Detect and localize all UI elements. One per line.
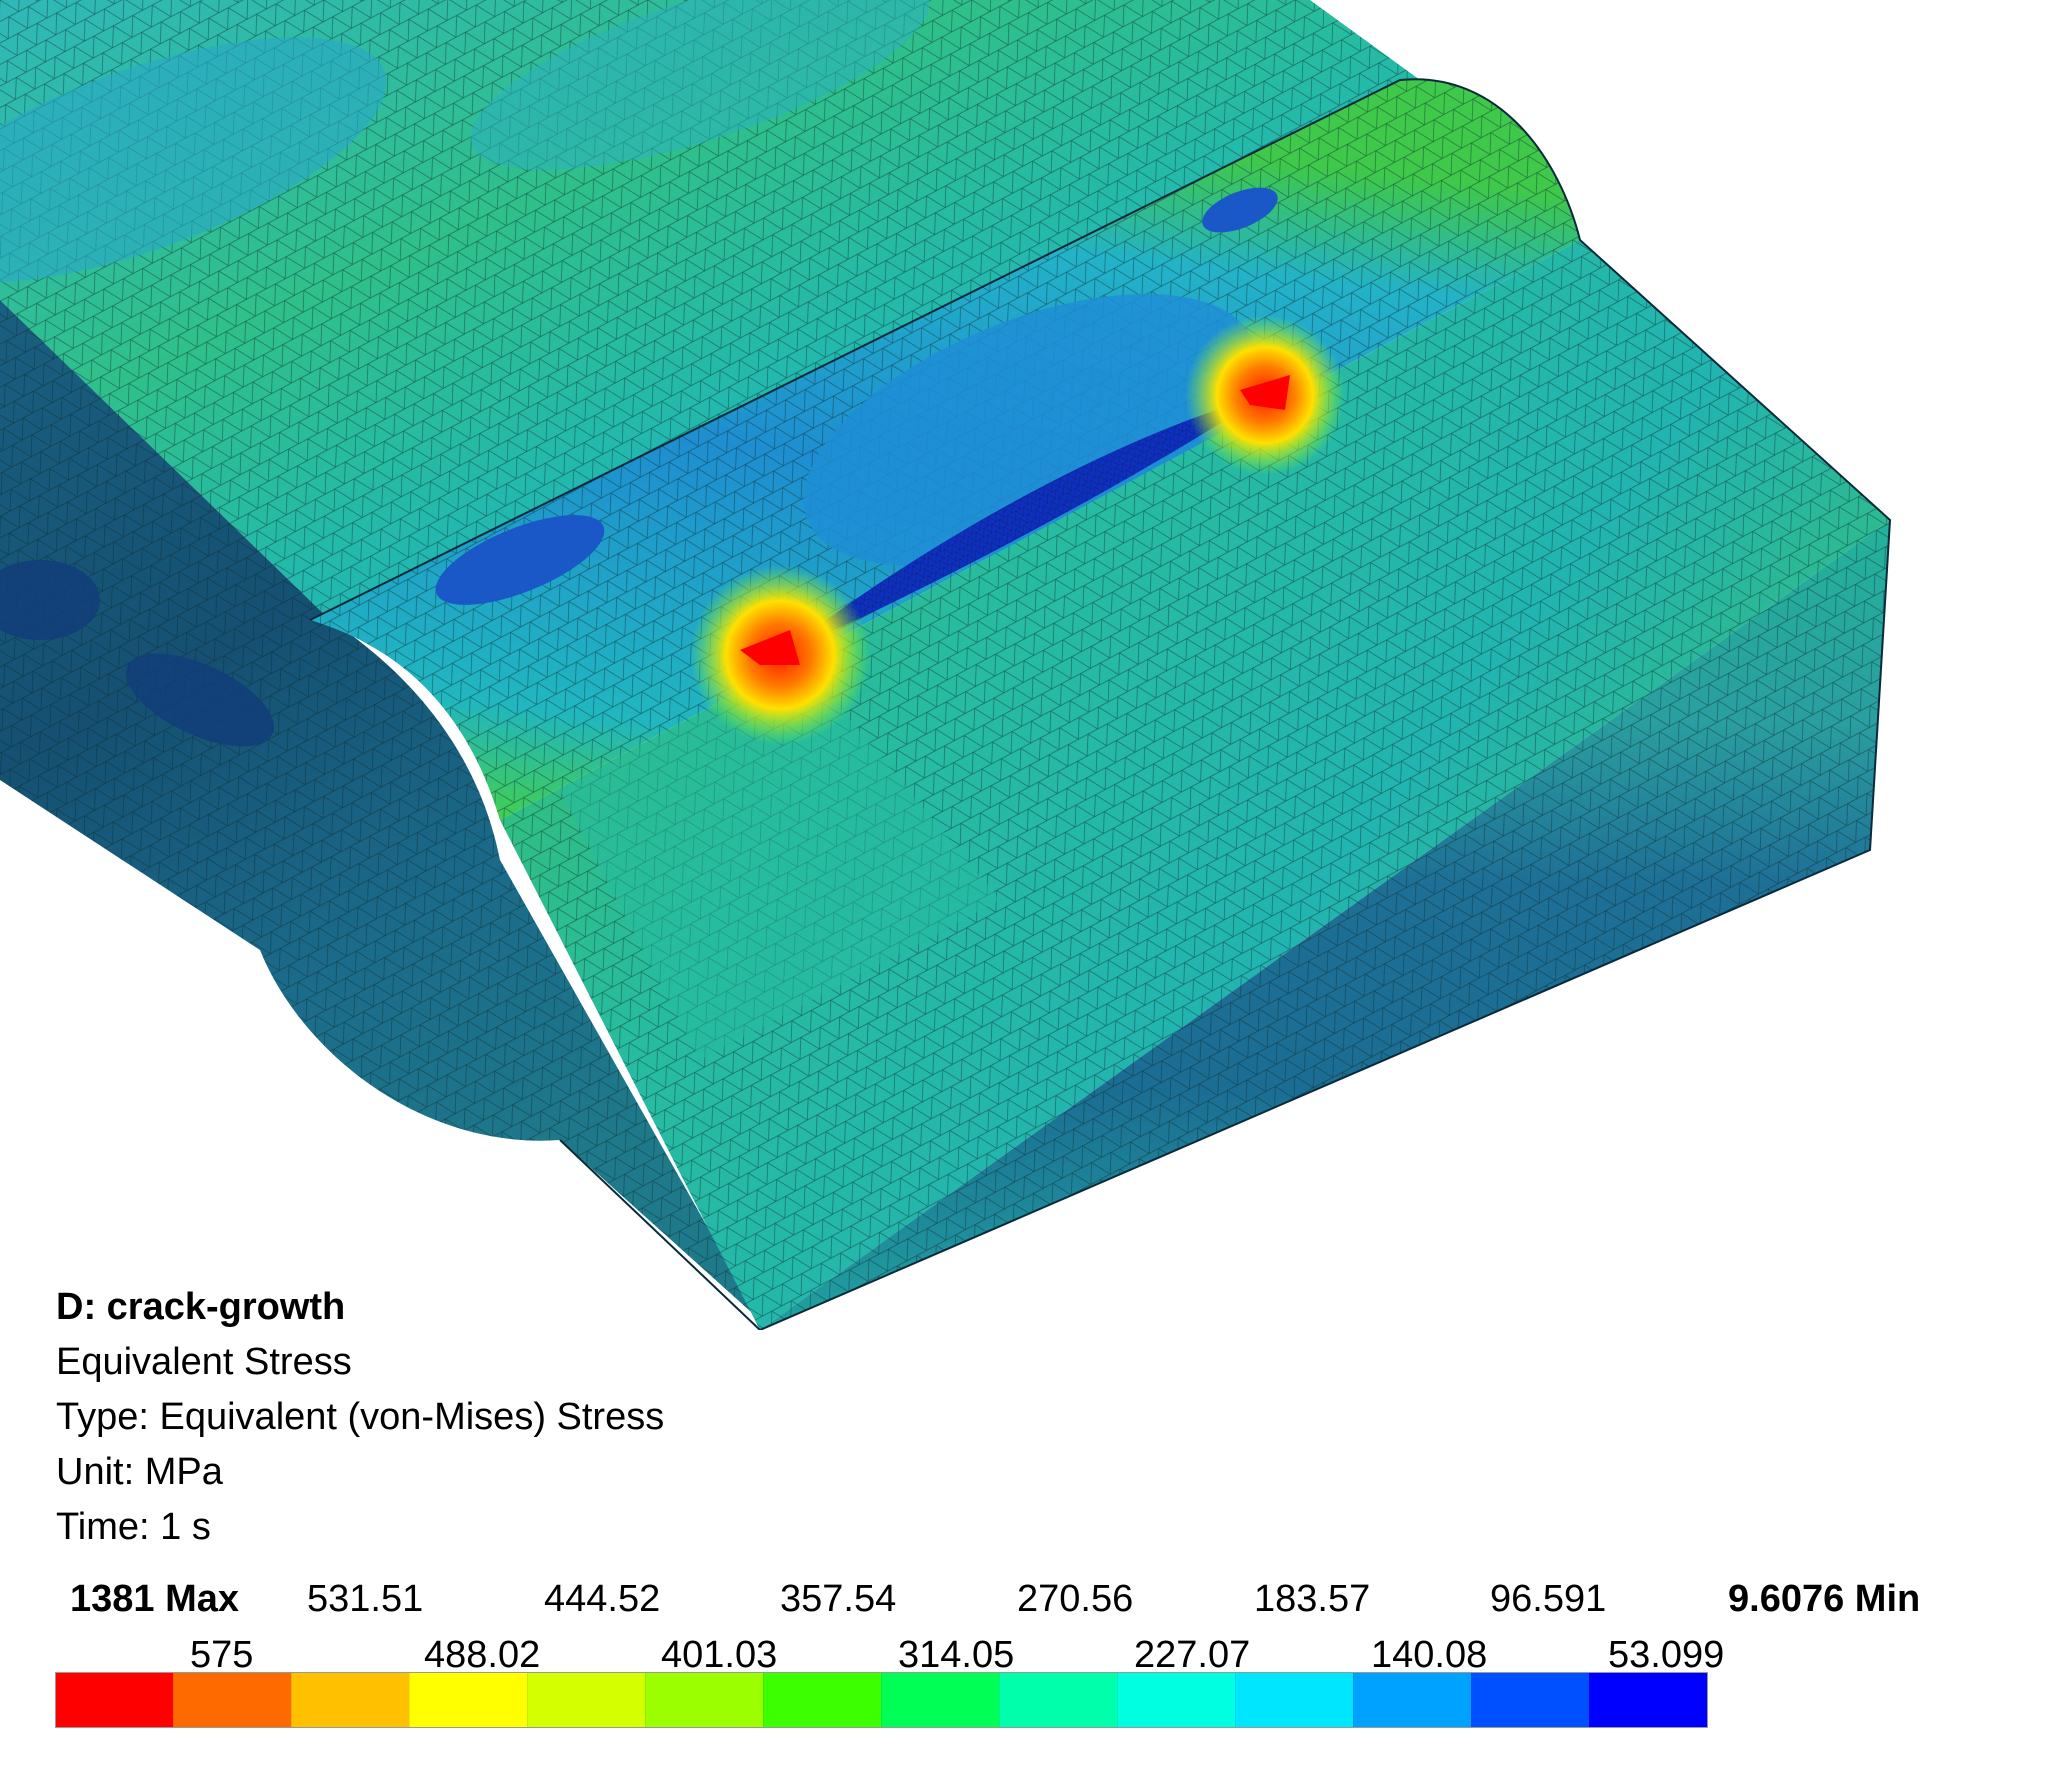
- legend-bottom-value: 575: [190, 1634, 254, 1676]
- weld-bead: [310, 79, 1580, 820]
- legend-color-swatch: [291, 1673, 409, 1727]
- legend-color-swatch: [527, 1673, 645, 1727]
- legend-top-value: 96.591: [1490, 1578, 1607, 1620]
- legend-top-value: 357.54: [780, 1578, 897, 1620]
- legend-top-value: 531.51: [307, 1578, 424, 1620]
- legend-bottom-value: 227.07: [1134, 1634, 1251, 1676]
- plate-front-side: [760, 520, 1890, 1330]
- result-type: Type: Equivalent (von-Mises) Stress: [56, 1396, 665, 1438]
- legend-color-swatch: [56, 1673, 173, 1727]
- legend-bottom-value: 488.02: [424, 1634, 541, 1676]
- legend-min-label: 9.6076 Min: [1728, 1578, 1921, 1620]
- result-name: Equivalent Stress: [56, 1341, 352, 1383]
- legend-color-swatch: [1589, 1673, 1707, 1727]
- legend-bottom-value: 140.08: [1371, 1634, 1488, 1676]
- analysis-title: D: crack-growth: [56, 1286, 346, 1328]
- plate-front-top: [500, 240, 1890, 1330]
- result-legend-info: D: crack-growth Equivalent Stress Type: …: [56, 1280, 664, 1555]
- legend-color-swatch: [1353, 1673, 1471, 1727]
- legend-color-swatch: [1471, 1673, 1589, 1727]
- legend-bottom-value: 401.03: [661, 1634, 778, 1676]
- legend-color-swatch: [1235, 1673, 1353, 1727]
- legend-top-value: 183.57: [1254, 1578, 1371, 1620]
- result-time: Time: 1 s: [56, 1506, 211, 1548]
- model-viewport[interactable]: [0, 0, 2048, 1330]
- legend-color-swatch: [173, 1673, 291, 1727]
- legend-bottom-value: 53.099: [1608, 1634, 1725, 1676]
- crack: [780, 395, 1265, 655]
- legend-bottom-value: 314.05: [898, 1634, 1015, 1676]
- legend-color-swatch: [1117, 1673, 1235, 1727]
- plate-top-surface: [0, 0, 1420, 620]
- model-outline: [309, 78, 1892, 1330]
- legend-color-bar: [55, 1672, 1708, 1728]
- legend-color-swatch: [645, 1673, 763, 1727]
- legend-max-label: 1381 Max: [70, 1578, 240, 1620]
- legend-top-value: 444.52: [544, 1578, 661, 1620]
- crack-tip-stress: [690, 315, 1345, 745]
- legend-top-value: 270.56: [1017, 1578, 1134, 1620]
- legend-color-swatch: [881, 1673, 999, 1727]
- result-unit: Unit: MPa: [56, 1451, 223, 1493]
- legend-color-swatch: [409, 1673, 527, 1727]
- legend-color-swatch: [763, 1673, 881, 1727]
- legend-color-swatch: [999, 1673, 1117, 1727]
- plate-left-side: [0, 300, 760, 1320]
